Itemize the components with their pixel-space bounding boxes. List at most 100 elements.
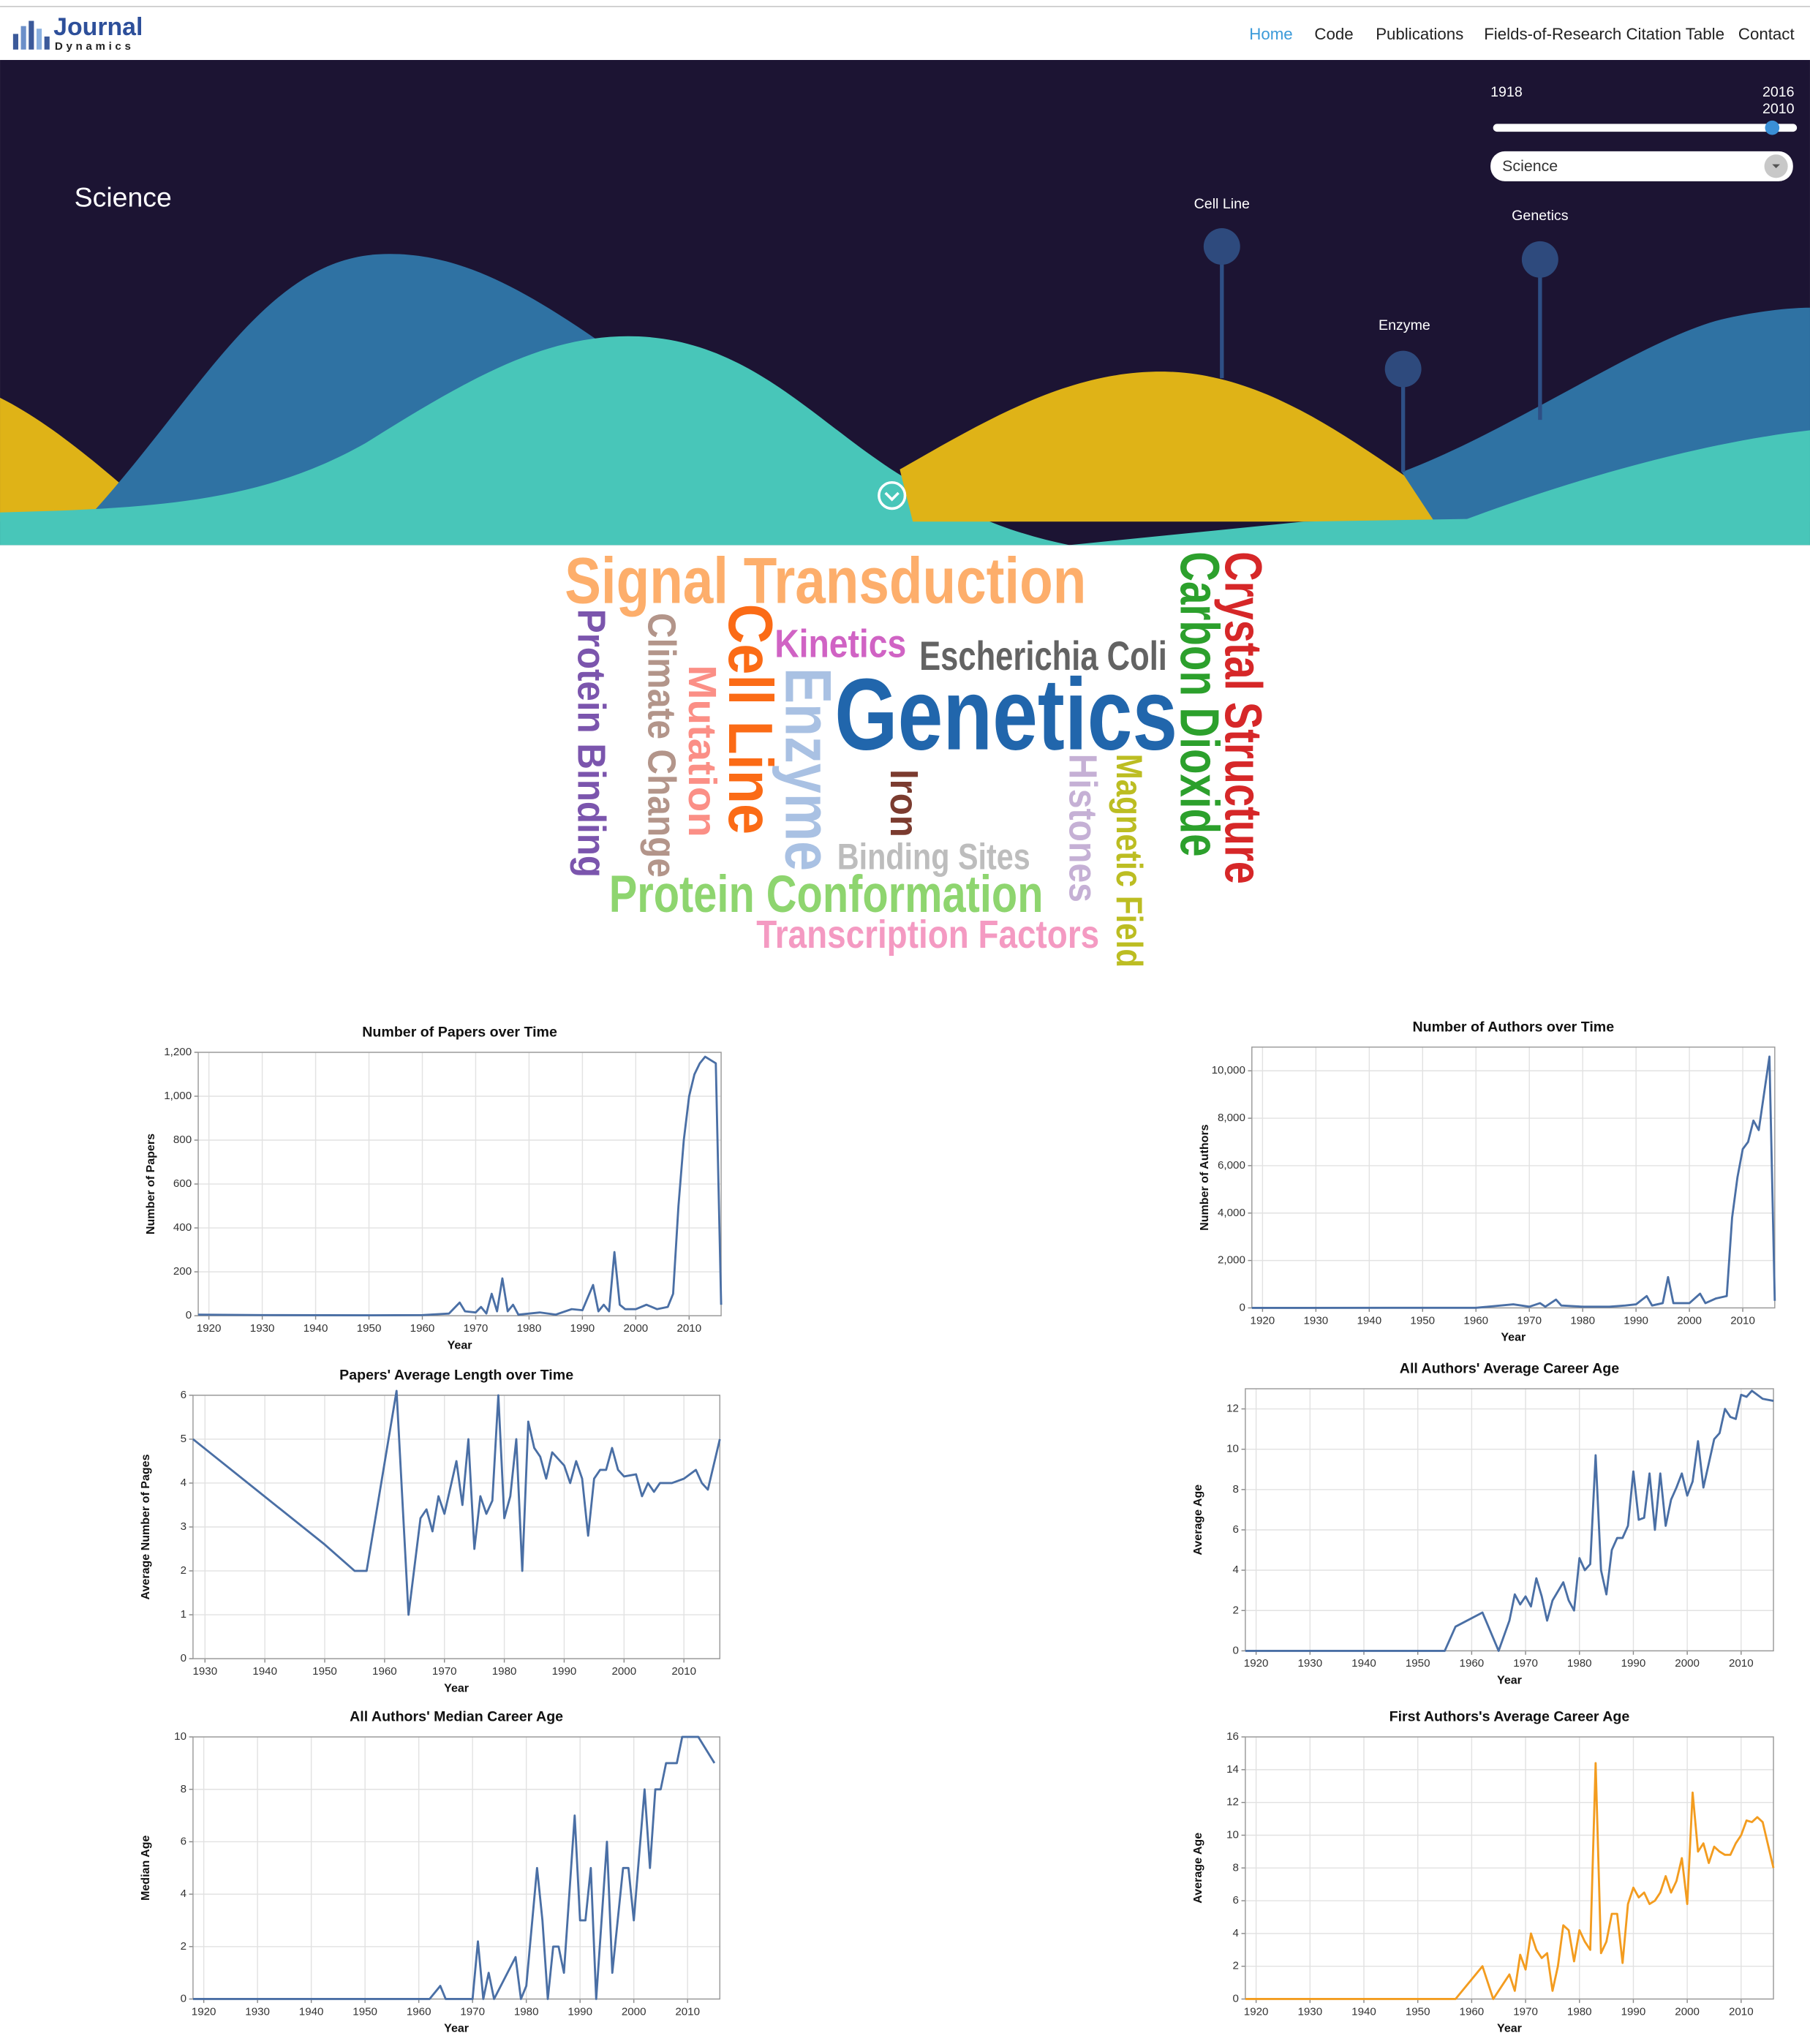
slider-knob[interactable]	[1765, 120, 1780, 135]
x-tick-label: 1930	[245, 2005, 270, 2018]
x-tick-label: 1990	[567, 2005, 592, 2018]
topic-label[interactable]: Cell Line	[1194, 196, 1250, 212]
y-tick-label: 1,000	[164, 1090, 192, 1102]
x-tick-label: 2000	[622, 2005, 646, 2018]
line-chart: 1930 1940 1950 1960 1970 1980 1990 2000 2010 0 1 2 3…	[139, 1367, 721, 1694]
plot-frame	[1251, 1046, 1776, 1309]
x-tick-label: 1920	[1244, 1657, 1269, 1670]
x-tick-label: 1950	[352, 2005, 377, 2018]
x-tick-label: 1970	[1517, 1314, 1542, 1327]
x-tick-label: 2010	[1729, 1657, 1754, 1670]
x-tick-label: 1960	[410, 1322, 435, 1335]
line-chart: 1920 1930 1940 1950 1960 1970 1980 1990 2000 2010…	[139, 1709, 721, 2035]
x-tick-label: 1930	[1297, 1657, 1322, 1670]
x-tick-label: 1970	[464, 1322, 489, 1335]
line-chart: 1920 1930 1940 1950 1960 1970 1980 1990 2000 2010…	[1191, 1709, 1775, 2035]
x-axis-label: Year	[444, 2022, 469, 2035]
logo-subtitle[interactable]: Dynamics	[55, 40, 135, 53]
topic-label[interactable]: Enzyme	[1379, 317, 1430, 333]
x-tick-label: 1950	[357, 1322, 382, 1335]
plot-frame	[197, 1052, 722, 1316]
x-tick-label: 1950	[312, 1665, 337, 1678]
hero-wave	[0, 336, 1070, 546]
word[interactable]: Climate Change	[640, 613, 683, 878]
x-tick-label: 1970	[432, 1665, 457, 1678]
nav-link[interactable]: Fields-of-Research Citation Table	[1484, 25, 1724, 43]
slider-track[interactable]	[1493, 124, 1798, 132]
topic-pin[interactable]: Cell Line	[1194, 196, 1250, 379]
x-tick-label: 1960	[372, 1665, 397, 1678]
chart-title: Papers' Average Length over Time	[339, 1367, 573, 1383]
x-tick-label: 1960	[407, 2005, 431, 2018]
word[interactable]: Kinetics	[774, 622, 906, 665]
y-axis-label: Number of Authors	[1198, 1124, 1211, 1231]
y-tick-label: 10	[1226, 1443, 1239, 1455]
word[interactable]: Iron	[882, 769, 925, 837]
data-line	[192, 1735, 716, 2000]
nav-link[interactable]: Publications	[1376, 25, 1463, 43]
word[interactable]: Protein Binding	[569, 609, 612, 878]
y-tick-label: 6	[1233, 1523, 1239, 1536]
x-tick-label: 1980	[1570, 1314, 1595, 1327]
word[interactable]: Genetics	[834, 658, 1177, 772]
slider-max: 2016	[1762, 84, 1795, 100]
x-tick-label: 1930	[250, 1322, 275, 1335]
word[interactable]: Enzyme	[772, 668, 845, 871]
word[interactable]: Protein Conformation	[609, 865, 1044, 924]
chart-title: Number of Authors over Time	[1412, 1019, 1614, 1035]
y-tick-label: 1	[181, 1608, 186, 1621]
x-tick-label: 1970	[460, 2005, 485, 2018]
y-tick-label: 12	[1226, 1796, 1239, 1809]
word[interactable]: Mutation	[680, 665, 723, 837]
x-tick-label: 2010	[675, 2005, 700, 2018]
y-tick-label: 3	[181, 1520, 186, 1533]
data-line	[192, 1389, 721, 1616]
x-tick-label: 1990	[1621, 2005, 1646, 2018]
field-select[interactable]	[1490, 151, 1793, 181]
word[interactable]: Carbon Dioxide	[1169, 551, 1230, 856]
word[interactable]: Crystal Structure	[1213, 551, 1272, 884]
nav-link[interactable]: Code	[1314, 25, 1353, 43]
word[interactable]: Signal Transduction	[565, 543, 1086, 616]
x-tick-label: 1940	[1357, 1314, 1381, 1327]
topic-label[interactable]: Genetics	[1512, 208, 1569, 224]
y-tick-label: 12	[1226, 1403, 1239, 1415]
charts: 1920 1930 1940 1950 1960 1970 1980 1990 2000 2010…	[139, 1019, 1776, 2035]
y-tick-label: 6,000	[1218, 1159, 1245, 1172]
word[interactable]: Cell Line	[715, 604, 785, 835]
y-tick-label: 4	[1233, 1564, 1239, 1576]
word[interactable]: Histones	[1061, 754, 1104, 902]
y-tick-label: 2,000	[1218, 1254, 1245, 1267]
topic-pin[interactable]: Enzyme	[1379, 317, 1430, 472]
nav-link[interactable]: Contact	[1738, 25, 1795, 43]
topic-pin[interactable]: Genetics	[1512, 208, 1569, 421]
x-tick-label: 1950	[1406, 1657, 1430, 1670]
word[interactable]: Magnetic Field	[1109, 754, 1150, 968]
y-tick-label: 6	[181, 1389, 186, 1401]
y-tick-label: 400	[173, 1221, 192, 1234]
nav-link[interactable]: Home	[1249, 25, 1292, 43]
x-tick-label: 1980	[1567, 2005, 1592, 2018]
y-tick-label: 10,000	[1212, 1064, 1245, 1076]
y-axis-label: Average Age	[1191, 1485, 1204, 1555]
logo-title[interactable]: Journal	[53, 13, 143, 41]
x-tick-label: 2000	[611, 1665, 636, 1678]
word[interactable]: Transcription Factors	[756, 913, 1099, 957]
y-tick-label: 0	[1233, 1644, 1239, 1656]
word[interactable]: Binding Sites	[837, 836, 1030, 877]
y-tick-label: 10	[1226, 1828, 1239, 1841]
x-tick-label: 1920	[1251, 1314, 1275, 1327]
select-arrow-glyph	[1772, 164, 1780, 169]
scroll-down-button[interactable]	[878, 480, 907, 510]
field-select-value[interactable]: Science	[1502, 157, 1558, 175]
line-chart: 1920 1930 1940 1950 1960 1970 1980 1990 2000 2010…	[1198, 1019, 1776, 1344]
x-axis-label: Year	[1501, 1331, 1526, 1344]
word[interactable]: Escherichia Coli	[919, 633, 1167, 679]
x-tick-label: 1940	[1351, 1657, 1376, 1670]
hero-wave	[900, 372, 1474, 522]
x-tick-label: 1940	[303, 1322, 328, 1335]
plot-frame	[192, 1736, 721, 2000]
x-tick-label: 1930	[192, 1665, 217, 1678]
x-tick-label: 1940	[299, 2005, 324, 2018]
